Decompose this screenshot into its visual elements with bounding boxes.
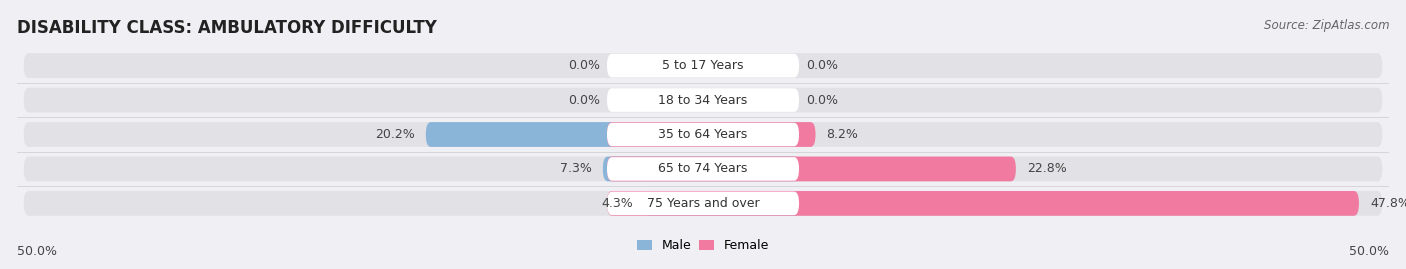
- FancyBboxPatch shape: [607, 191, 1360, 216]
- Text: 20.2%: 20.2%: [375, 128, 415, 141]
- Text: Source: ZipAtlas.com: Source: ZipAtlas.com: [1264, 19, 1389, 32]
- Text: 0.0%: 0.0%: [568, 94, 600, 107]
- FancyBboxPatch shape: [607, 157, 799, 181]
- FancyBboxPatch shape: [607, 54, 799, 77]
- Text: 5 to 17 Years: 5 to 17 Years: [662, 59, 744, 72]
- Text: 0.0%: 0.0%: [806, 59, 838, 72]
- FancyBboxPatch shape: [24, 157, 1382, 181]
- Text: 65 to 74 Years: 65 to 74 Years: [658, 162, 748, 175]
- Text: 50.0%: 50.0%: [1350, 245, 1389, 258]
- Text: 8.2%: 8.2%: [827, 128, 859, 141]
- Text: 7.3%: 7.3%: [560, 162, 592, 175]
- Text: 35 to 64 Years: 35 to 64 Years: [658, 128, 748, 141]
- FancyBboxPatch shape: [426, 122, 799, 147]
- Legend: Male, Female: Male, Female: [631, 234, 775, 257]
- Text: 75 Years and over: 75 Years and over: [647, 197, 759, 210]
- FancyBboxPatch shape: [644, 191, 799, 216]
- FancyBboxPatch shape: [24, 191, 1382, 216]
- Text: 4.3%: 4.3%: [602, 197, 633, 210]
- Text: 47.8%: 47.8%: [1369, 197, 1406, 210]
- Text: 18 to 34 Years: 18 to 34 Years: [658, 94, 748, 107]
- FancyBboxPatch shape: [24, 122, 1382, 147]
- FancyBboxPatch shape: [24, 88, 1382, 112]
- Text: 0.0%: 0.0%: [806, 94, 838, 107]
- FancyBboxPatch shape: [24, 53, 1382, 78]
- Text: DISABILITY CLASS: AMBULATORY DIFFICULTY: DISABILITY CLASS: AMBULATORY DIFFICULTY: [17, 19, 437, 37]
- Text: 50.0%: 50.0%: [17, 245, 56, 258]
- FancyBboxPatch shape: [607, 157, 1017, 181]
- FancyBboxPatch shape: [607, 122, 815, 147]
- FancyBboxPatch shape: [607, 123, 799, 146]
- FancyBboxPatch shape: [607, 88, 799, 112]
- FancyBboxPatch shape: [603, 157, 799, 181]
- Text: 0.0%: 0.0%: [568, 59, 600, 72]
- Text: 22.8%: 22.8%: [1026, 162, 1067, 175]
- FancyBboxPatch shape: [607, 192, 799, 215]
